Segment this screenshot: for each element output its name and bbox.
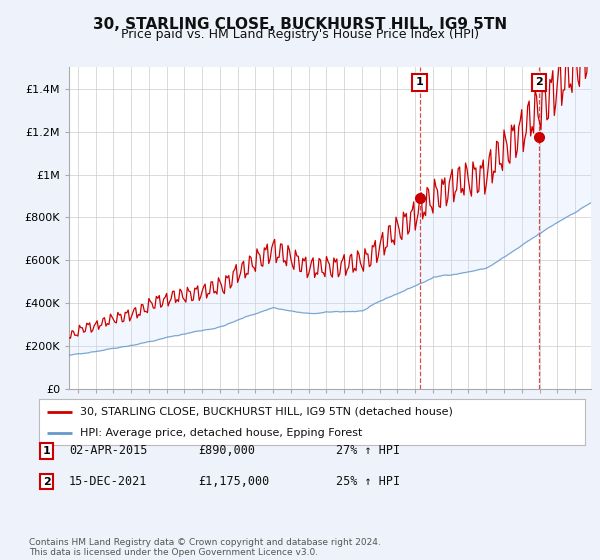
Text: 27% ↑ HPI: 27% ↑ HPI (336, 444, 400, 458)
Text: 1: 1 (43, 446, 50, 456)
Text: 2: 2 (535, 77, 542, 87)
Text: 30, STARLING CLOSE, BUCKHURST HILL, IG9 5TN: 30, STARLING CLOSE, BUCKHURST HILL, IG9 … (93, 17, 507, 32)
Text: 30, STARLING CLOSE, BUCKHURST HILL, IG9 5TN (detached house): 30, STARLING CLOSE, BUCKHURST HILL, IG9 … (80, 407, 453, 417)
Text: 2: 2 (43, 477, 50, 487)
Text: Contains HM Land Registry data © Crown copyright and database right 2024.
This d: Contains HM Land Registry data © Crown c… (29, 538, 380, 557)
Text: 1: 1 (416, 77, 424, 87)
Text: £890,000: £890,000 (198, 444, 255, 458)
Text: £1,175,000: £1,175,000 (198, 475, 269, 488)
Text: 02-APR-2015: 02-APR-2015 (69, 444, 148, 458)
Text: HPI: Average price, detached house, Epping Forest: HPI: Average price, detached house, Eppi… (80, 428, 362, 438)
Text: 15-DEC-2021: 15-DEC-2021 (69, 475, 148, 488)
Text: Price paid vs. HM Land Registry's House Price Index (HPI): Price paid vs. HM Land Registry's House … (121, 28, 479, 41)
Text: 25% ↑ HPI: 25% ↑ HPI (336, 475, 400, 488)
